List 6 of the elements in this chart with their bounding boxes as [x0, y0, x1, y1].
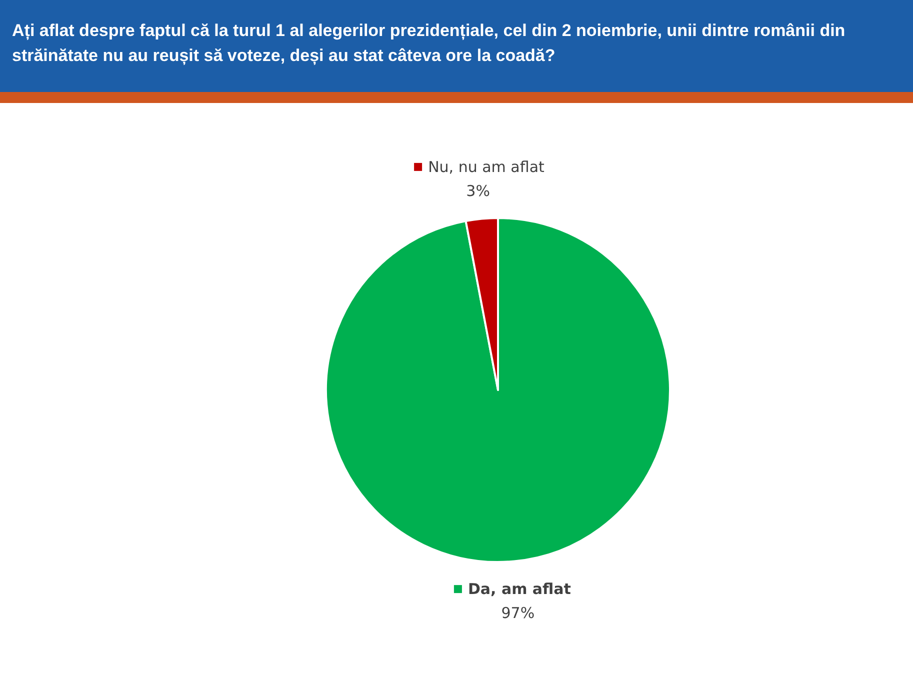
chart-title: Ați aflat despre faptul că la turul 1 al alegerilor prezidențiale, cel din 2 noiembrie, unii dintre românii din străinătate nu au reușit să voteze, deși au stat câteva ore la coadă?	[12, 20, 846, 67]
legend-label: Da, am aflat	[468, 580, 571, 598]
data-label: 97%	[501, 604, 535, 622]
data-label: 3%	[466, 182, 490, 200]
pie-slice	[325, 217, 671, 563]
legend-label: Nu, nu am aflat	[428, 158, 544, 176]
